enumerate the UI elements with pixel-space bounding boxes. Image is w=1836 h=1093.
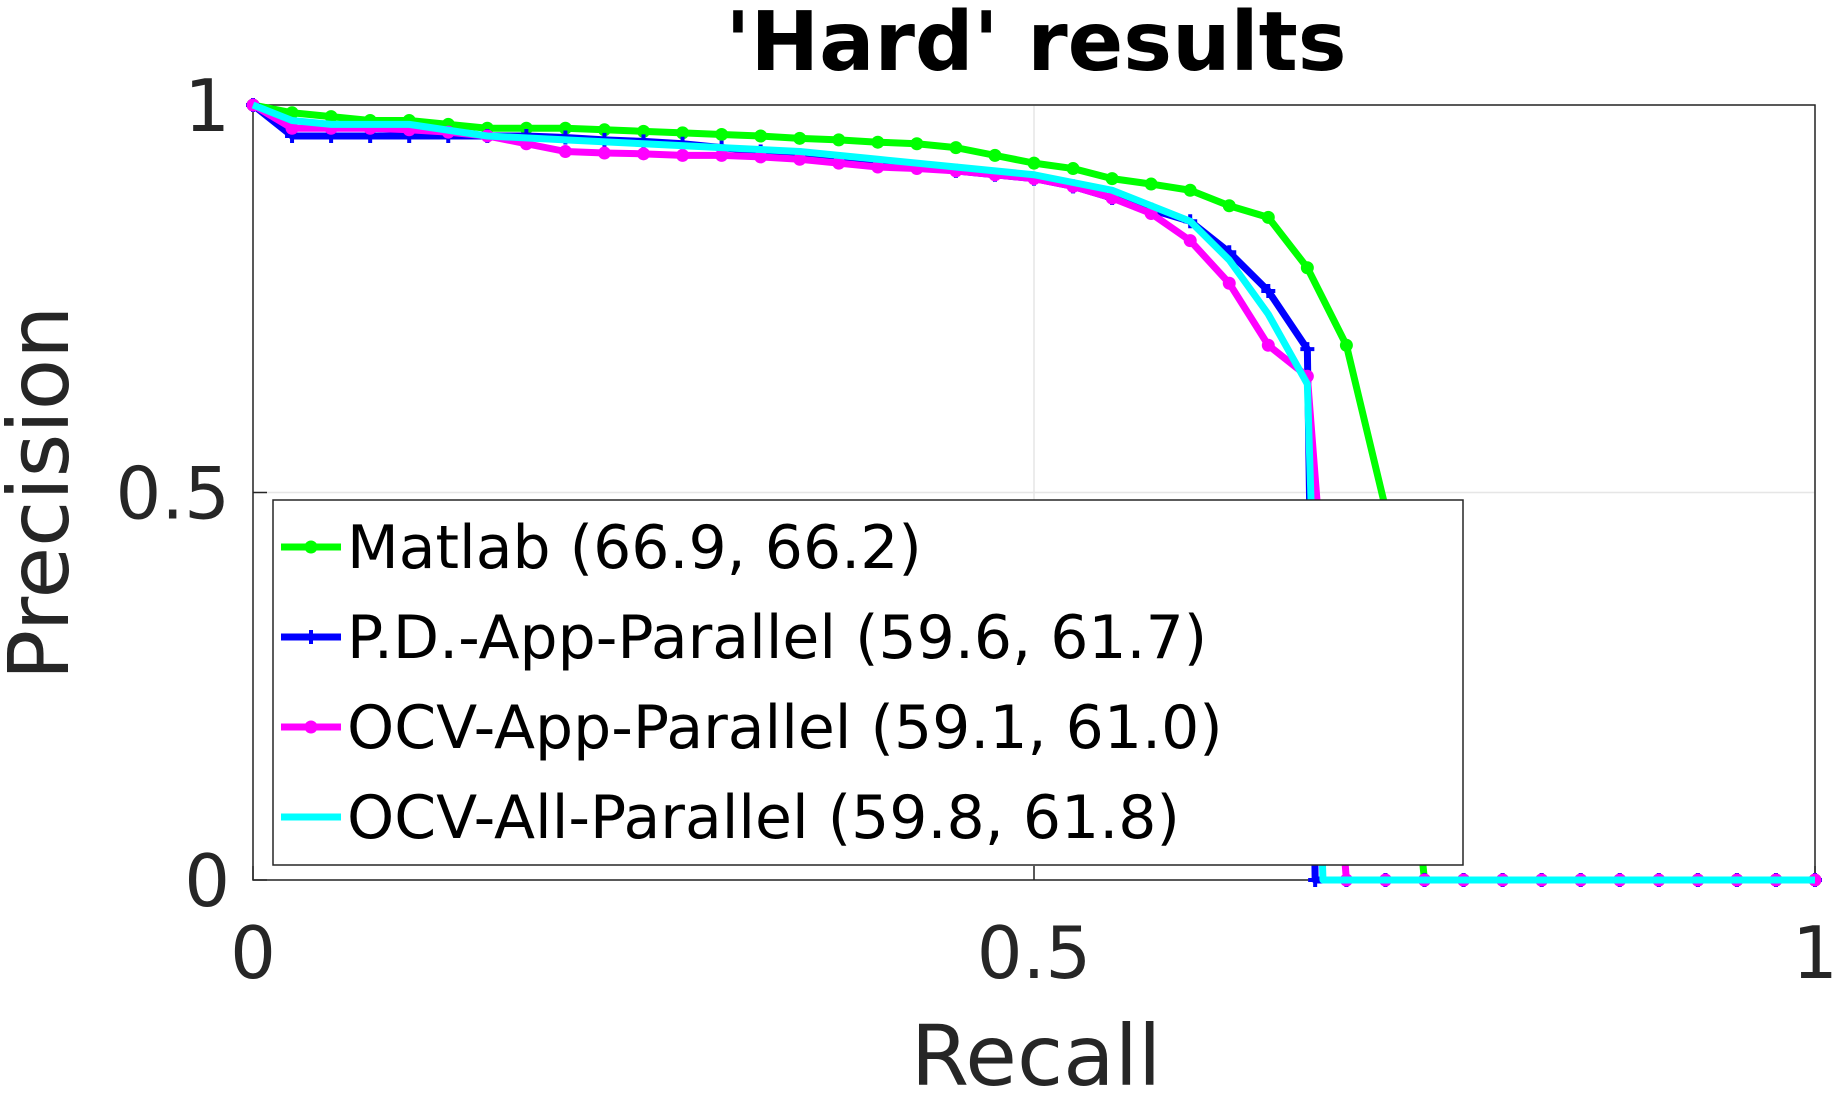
- data-point: [1339, 338, 1353, 352]
- data-point: [1261, 284, 1276, 298]
- legend-label: OCV-All-Parallel (59.8, 61.8): [347, 783, 1180, 853]
- legend-item: OCV-App-Parallel (59.1, 61.0): [281, 693, 1223, 763]
- ticks: 0 0.5 1 0 0.5 1: [115, 64, 1836, 995]
- series: [246, 98, 1822, 887]
- data-point: [1105, 172, 1119, 186]
- legend: Matlab (66.9, 66.2) P.D.-App-Parallel (59…: [272, 499, 1464, 866]
- data-point: [1261, 210, 1275, 224]
- data-point: [1066, 162, 1080, 176]
- data-point: [988, 148, 1002, 162]
- legend-box: [272, 499, 1464, 866]
- legend-marker: [304, 630, 318, 644]
- y-tick-label: 0.5: [115, 452, 230, 536]
- y-tick-label: 0: [184, 839, 230, 923]
- legend-label: P.D.-App-Parallel (59.6, 61.7): [347, 603, 1207, 673]
- data-point: [1222, 199, 1236, 213]
- data-point: [676, 148, 690, 162]
- data-point: [1261, 338, 1275, 352]
- data-point: [1027, 156, 1041, 170]
- data-point: [910, 137, 924, 151]
- legend-item: OCV-All-Parallel (59.8, 61.8): [281, 783, 1180, 853]
- data-point: [949, 141, 963, 155]
- data-point: [1144, 177, 1158, 191]
- data-point: [1300, 342, 1315, 357]
- data-point: [754, 129, 768, 143]
- data-point: [1183, 234, 1197, 248]
- data-point: [558, 145, 572, 158]
- legend-label: Matlab (66.9, 66.2): [347, 513, 922, 583]
- series-4: [251, 101, 1815, 884]
- data-point: [793, 131, 807, 145]
- x-tick-label: 0.5: [977, 911, 1092, 995]
- chart-title: 'Hard' results: [725, 0, 1346, 90]
- data-point: [1300, 261, 1314, 275]
- data-point: [871, 135, 885, 149]
- data-point: [637, 147, 650, 161]
- y-tick-label: 1: [184, 64, 230, 148]
- legend-label: OCV-App-Parallel (59.1, 61.0): [347, 693, 1223, 763]
- data-point: [1183, 183, 1197, 197]
- data-point: [597, 146, 611, 160]
- data-point: [715, 127, 729, 141]
- x-tick-label: 1: [1792, 911, 1836, 995]
- legend-item: P.D.-App-Parallel (59.6, 61.7): [281, 603, 1207, 673]
- legend-marker: [304, 540, 318, 554]
- y-axis-label: Precision: [0, 306, 88, 681]
- legend-item: Matlab (66.9, 66.2): [281, 513, 922, 583]
- series-line: [251, 101, 1815, 884]
- data-point: [1222, 276, 1236, 290]
- x-axis-label: Recall: [911, 1007, 1162, 1093]
- x-tick-label: 0: [230, 911, 276, 995]
- data-point: [832, 133, 846, 147]
- legend-marker: [304, 720, 318, 734]
